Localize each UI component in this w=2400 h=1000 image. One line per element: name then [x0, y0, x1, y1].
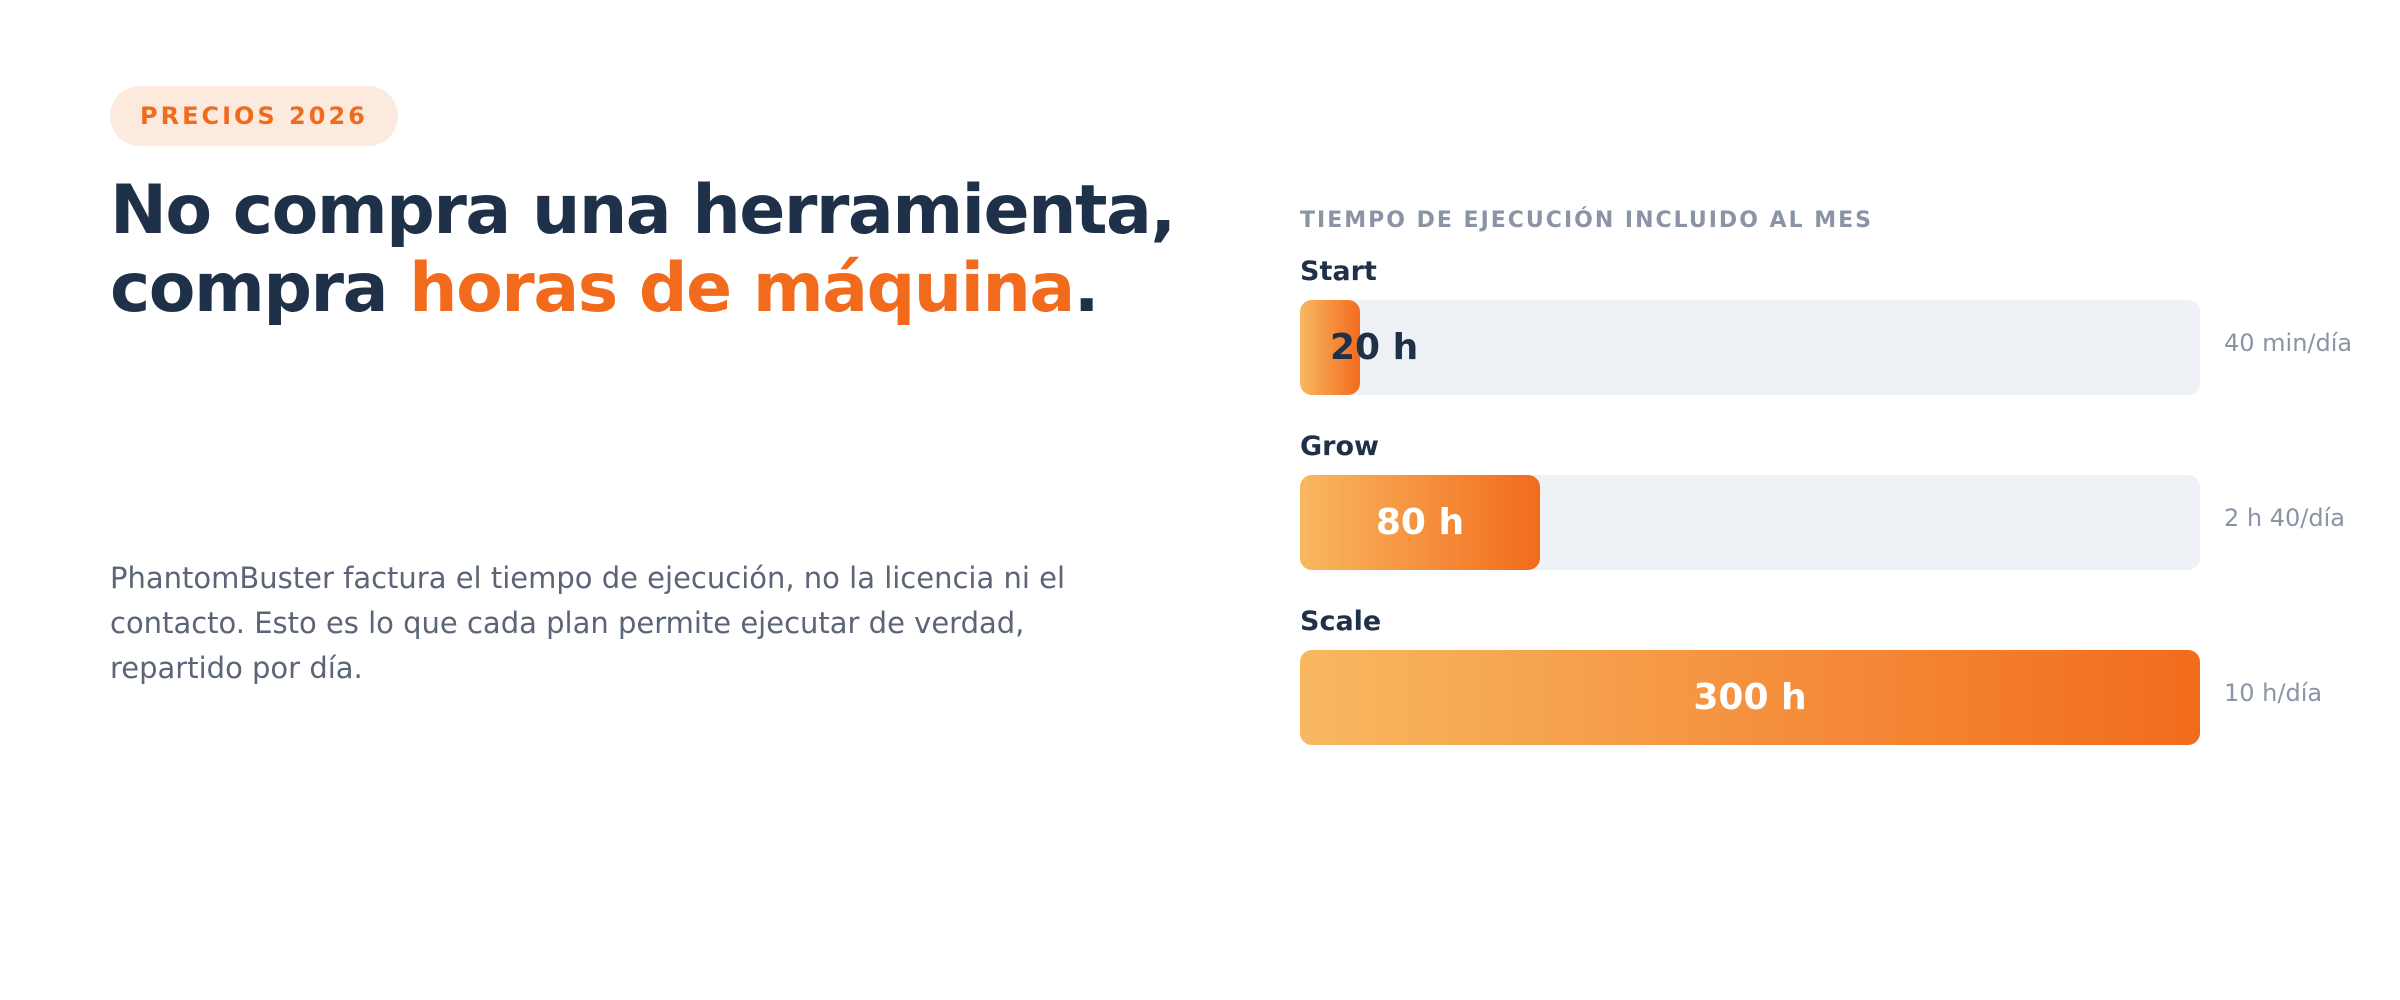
per-day-note: 2 h 40/día [2224, 504, 2345, 532]
category-label: Start [1300, 256, 1377, 287]
bar-track: 80 h [1300, 475, 2200, 570]
bar [1300, 475, 1540, 570]
headline: No compra una herramienta, compra horas … [110, 172, 1210, 328]
value-label: 300 h [1693, 677, 1807, 718]
bar-track: 20 h [1300, 300, 2200, 395]
value-label: 20 h [1330, 327, 1419, 368]
badge: PRECIOS 2026 [110, 86, 398, 146]
headline-highlight: horas de máquina [409, 249, 1075, 328]
per-day-note: 40 min/día [2224, 329, 2353, 357]
category-label: Scale [1300, 606, 1382, 637]
chart-title: TIEMPO DE EJECUCIÓN INCLUIDO AL MES [1300, 208, 1874, 233]
description: PhantomBuster factura el tiempo de ejecu… [110, 561, 1066, 685]
value-label: 80 h [1375, 502, 1465, 543]
bar [1300, 300, 1360, 395]
headline-lead: No compra una herramienta, compra [110, 171, 1176, 328]
per-day-note: 10 h/día [2224, 679, 2323, 707]
headline-end: . [1073, 249, 1100, 328]
bar [1300, 650, 2200, 745]
bar-track: 300 h [1300, 650, 2200, 745]
category-label: Grow [1300, 431, 1379, 462]
